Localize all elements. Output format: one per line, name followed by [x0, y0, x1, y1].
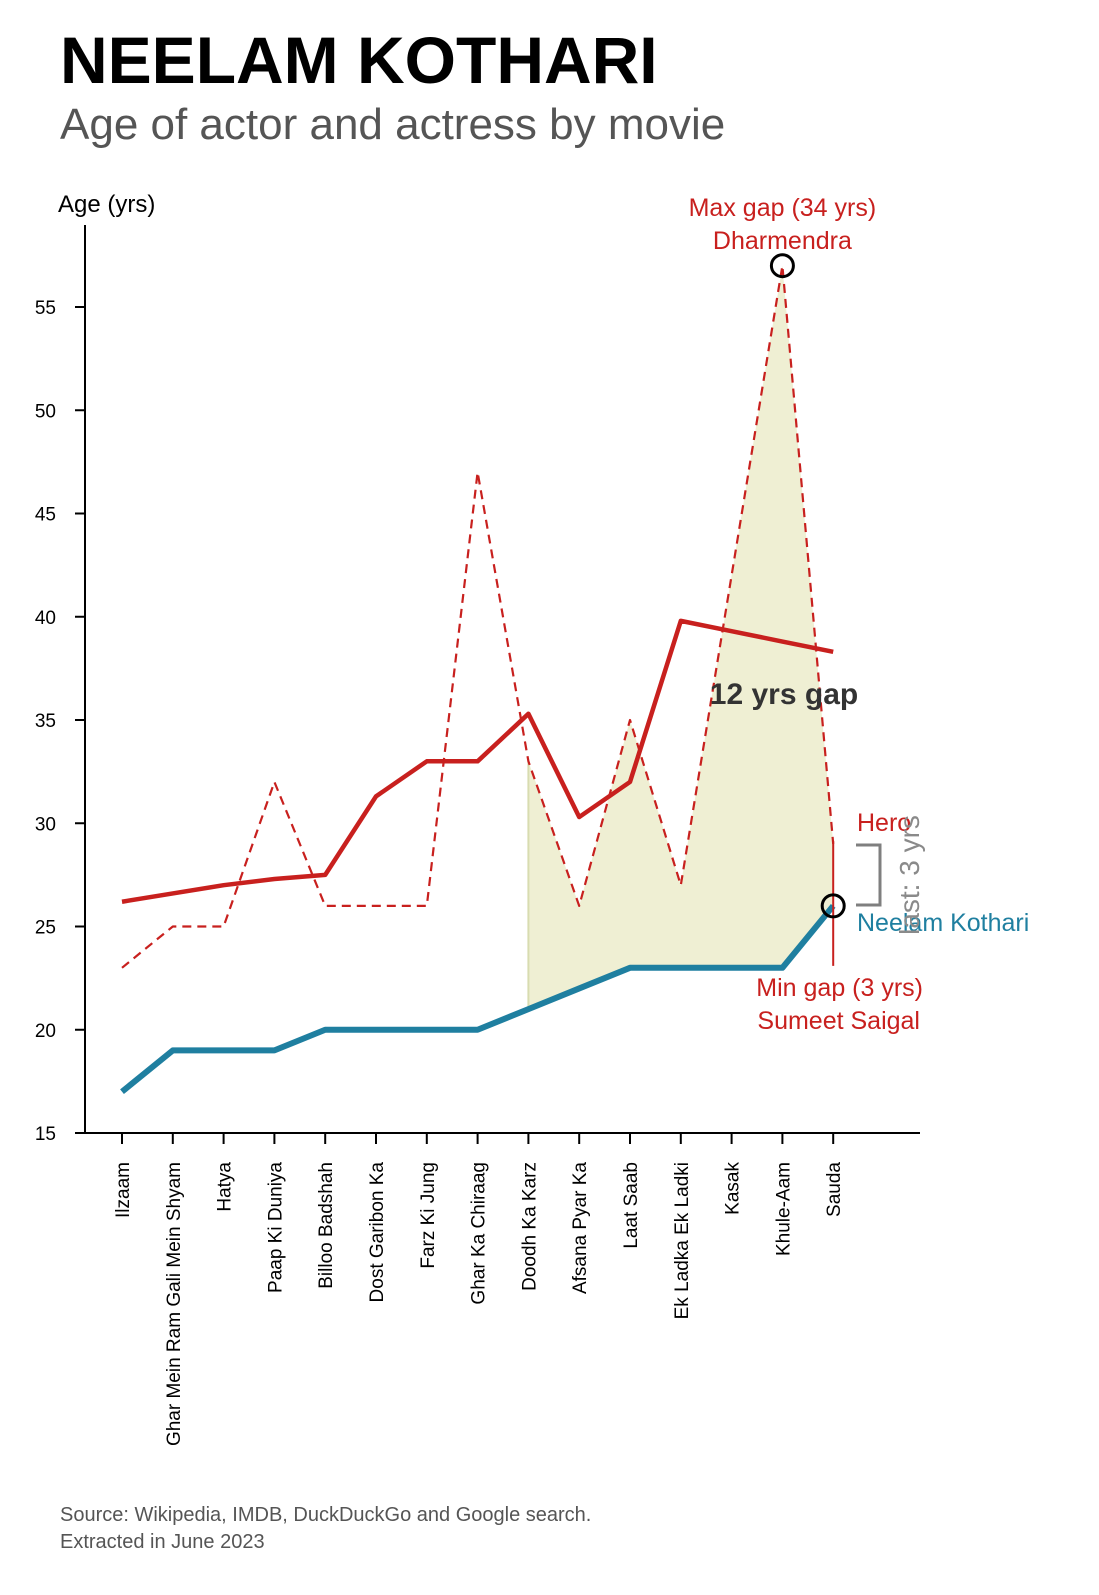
- y-tick-label: 30: [35, 814, 56, 835]
- actress-end-label: Neelam Kothari: [857, 909, 1029, 937]
- x-tick-label: Hatya: [215, 1162, 236, 1212]
- x-tick-label: Sauda: [824, 1162, 845, 1217]
- x-tick-label: Ek Ladka Ek Ladki: [672, 1162, 693, 1319]
- gap-fill-layer: [527, 265, 834, 1010]
- max-gap-name: Dharmendra: [713, 227, 852, 255]
- annotation-layer: Max gap (34 yrs) Dharmendra Min gap (3 yrs…: [689, 194, 1030, 1035]
- actress-age-line: [120, 903, 836, 1095]
- y-tick-label: 35: [35, 711, 56, 732]
- x-tick-label: Billoo Badshah: [316, 1162, 337, 1289]
- last-gap-label: last: 3 yrs: [894, 815, 925, 935]
- y-tick-label: 25: [35, 918, 56, 939]
- min-gap-name: Sumeet Saigal: [757, 1007, 920, 1035]
- x-tick-label: Ghar Ka Chiraag: [469, 1162, 490, 1305]
- source-line-1: Source: Wikipedia, IMDB, DuckDuckGo and …: [60, 1504, 592, 1526]
- chart-subtitle: Age of actor and actress by movie: [60, 100, 726, 149]
- hero-trend-line: [121, 618, 834, 904]
- source-note: Source: Wikipedia, IMDB, DuckDuckGo and …: [60, 1502, 591, 1556]
- x-tick-label: Ilzaam: [113, 1162, 134, 1218]
- x-tick-label: Farz Ki Jung: [418, 1162, 439, 1269]
- x-tick-label: Dost Garibon Ka: [367, 1162, 388, 1303]
- axes-layer: Age (yrs) 15 20 25 30 35 40 45 50 55 Ilzaam Ghar Me…: [35, 191, 920, 1446]
- x-tick-label: Laat Saab: [621, 1162, 642, 1249]
- y-tick-label: 20: [35, 1021, 56, 1042]
- series-layer: [120, 264, 836, 1095]
- min-gap-marker: [820, 893, 846, 919]
- chart-title: NEELAM KOTHARI: [60, 23, 658, 97]
- x-tick-label: Khule-Aam: [773, 1162, 794, 1256]
- y-axis-label: Age (yrs): [58, 191, 155, 218]
- x-tick-label: Kasak: [723, 1162, 744, 1215]
- x-tick-label: Doodh Ka Karz: [519, 1162, 540, 1291]
- max-gap-marker: [769, 253, 795, 279]
- min-gap-label: Min gap (3 yrs): [756, 974, 923, 1002]
- y-tick-label: 50: [35, 401, 56, 422]
- source-line-2: Extracted in June 2023: [60, 1531, 265, 1553]
- x-tick-label: Ghar Mein Ram Gali Mein Shyam: [164, 1162, 185, 1446]
- last-gap-bracket: [856, 843, 882, 907]
- max-gap-label: Max gap (34 yrs): [689, 194, 877, 222]
- hero-age-line: [121, 264, 835, 969]
- y-tick-label: 40: [35, 608, 56, 629]
- x-tick-label: Afsana Pyar Ka: [570, 1162, 591, 1294]
- y-tick-label: 15: [35, 1124, 56, 1145]
- y-tick-label: 45: [35, 505, 56, 526]
- x-tick-label: Paap Ki Duniya: [265, 1162, 286, 1293]
- average-gap-label: 12 yrs gap: [710, 678, 858, 711]
- gap-area: [528, 265, 834, 1010]
- y-tick-label: 55: [35, 298, 56, 319]
- hero-end-label: Hero: [857, 809, 911, 837]
